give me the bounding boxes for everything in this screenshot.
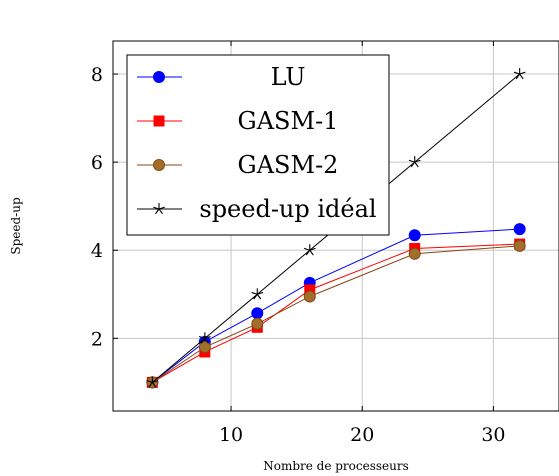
legend-label: LU	[271, 63, 306, 91]
y-tick-label: 8	[91, 64, 103, 86]
y-tick-label: 2	[91, 328, 103, 350]
data-point-0	[251, 307, 264, 320]
series-line-1	[152, 243, 520, 383]
x-tick-label: 10	[219, 424, 243, 446]
data-point-3	[198, 332, 211, 344]
legend: LU GASM-1 GASM-2 speed-up idéal	[126, 54, 390, 236]
data-point-3	[513, 68, 526, 80]
data-point-0	[408, 229, 421, 242]
legend-box	[126, 54, 390, 236]
data-point-3	[251, 288, 264, 300]
x-axis-label: Nombre de processeurs	[263, 459, 409, 473]
data-point-0	[513, 223, 526, 236]
legend-marker	[153, 159, 165, 171]
data-point-2	[408, 247, 421, 260]
x-tick-label: 20	[350, 424, 374, 446]
data-point-2	[513, 239, 526, 252]
legend-label: speed-up idéal	[199, 195, 376, 223]
series-line-0	[152, 228, 520, 383]
plot-series	[146, 68, 526, 389]
series-line-3	[152, 73, 520, 383]
data-point-3	[146, 376, 159, 388]
x-tick-label: 30	[481, 424, 505, 446]
data-point-2	[251, 317, 264, 330]
data-point-2	[303, 290, 316, 303]
legend-marker	[153, 115, 165, 127]
series-line-2	[152, 245, 520, 383]
data-point-3	[303, 244, 316, 256]
y-tick-label: 4	[91, 240, 103, 262]
legend-marker	[153, 203, 165, 215]
data-point-2	[198, 341, 211, 354]
data-point-3	[408, 156, 421, 168]
legend-label: GASM-1	[238, 107, 339, 135]
legend-label: GASM-2	[238, 151, 339, 179]
plot-frame	[112, 40, 559, 412]
axis-ticks: 10 20 30 2 4 6 8	[91, 41, 506, 446]
y-tick-label: 6	[91, 152, 103, 174]
legend-marker	[153, 71, 165, 83]
y-axis-label: Speed-up	[9, 197, 23, 255]
